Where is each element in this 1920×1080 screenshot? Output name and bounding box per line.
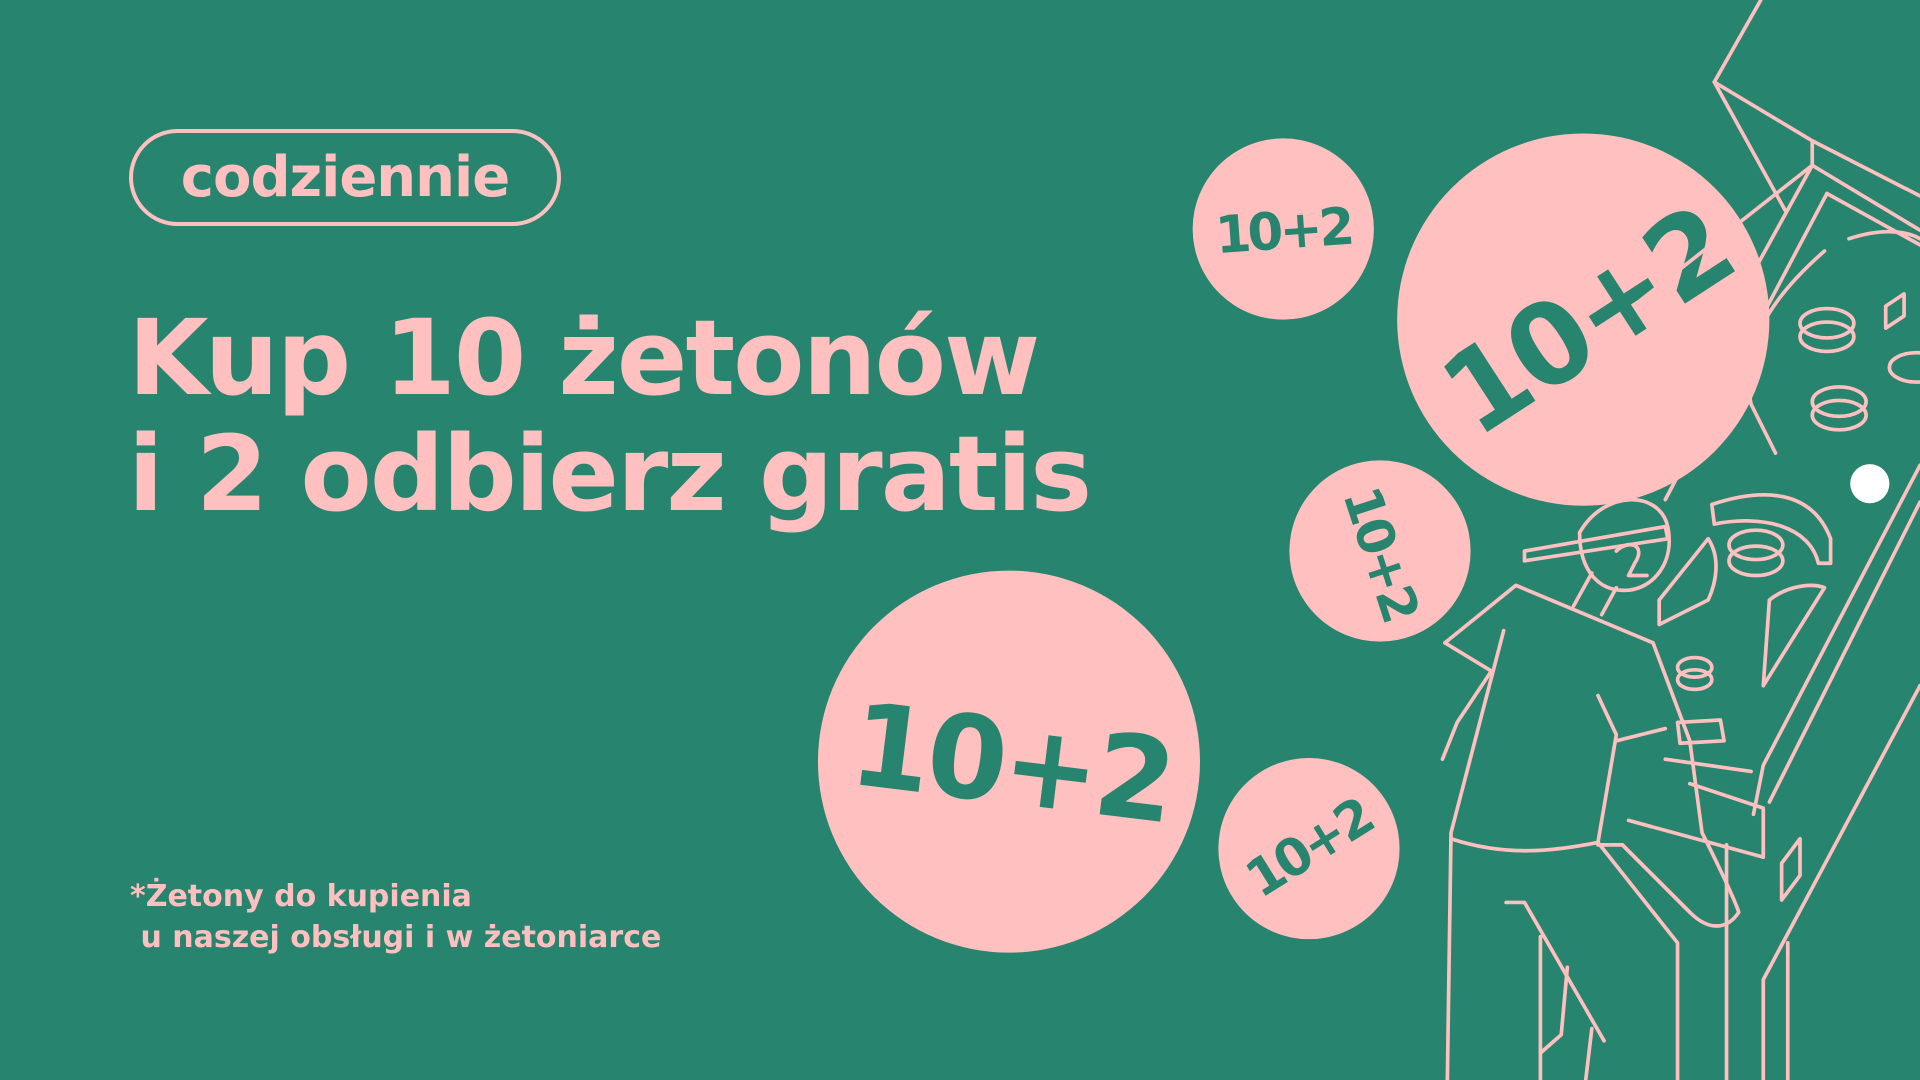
player-drawing: [1440, 497, 1741, 1080]
footnote-line-1: *Żetony do kupienia: [130, 879, 472, 914]
headline-line-2: i 2 odbierz gratis: [128, 413, 1092, 535]
coin-large-top: 10+2: [1397, 133, 1770, 506]
footnote-line-2: u naszej obsługi i w żetoniarce: [130, 920, 662, 955]
pinball-machine-drawing: [1626, 0, 1920, 1080]
headline: Kup 10 żetonów i 2 odbierz gratis: [128, 297, 1092, 535]
badge-label: codziennie: [180, 145, 510, 210]
coin-small-bottom: 10+2: [1218, 757, 1400, 940]
coin-small-top: 10+2: [1192, 138, 1374, 320]
footnote: *Żetony do kupienia u naszej obsługi i w…: [130, 876, 661, 958]
coin-small-middle: 10+2: [1289, 460, 1471, 642]
svg-text:10+2: 10+2: [1213, 197, 1353, 266]
headline-line-1: Kup 10 żetonów: [128, 297, 1040, 419]
badge-daily: codziennie: [129, 129, 561, 226]
coin-large-bottom: 10+2: [817, 570, 1200, 953]
